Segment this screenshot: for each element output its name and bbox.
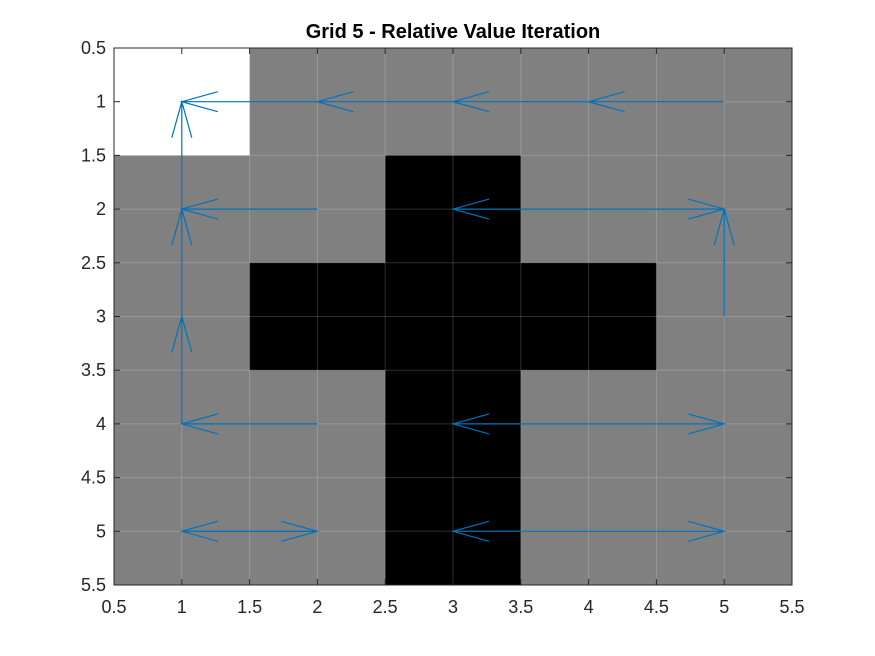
x-tick-label: 5.5 xyxy=(779,597,804,617)
y-tick-label: 3.5 xyxy=(81,360,106,380)
x-tick-label: 2 xyxy=(312,597,322,617)
policy-arrow xyxy=(179,520,318,542)
x-tick-label: 5 xyxy=(719,597,729,617)
x-tick-label: 4.5 xyxy=(644,597,669,617)
y-tick-label: 0.5 xyxy=(81,38,106,58)
x-tick-label: 1.5 xyxy=(237,597,262,617)
policy-arrow xyxy=(588,520,727,542)
policy-arrow xyxy=(450,91,589,113)
policy-arrow xyxy=(588,413,727,435)
policy-arrow xyxy=(450,198,589,220)
x-tick-label: 3 xyxy=(448,597,458,617)
policy-arrow xyxy=(171,314,193,424)
y-tick-label: 1 xyxy=(96,92,106,112)
x-tick-label: 0.5 xyxy=(101,597,126,617)
y-tick-label: 4.5 xyxy=(81,468,106,488)
policy-arrow xyxy=(713,206,735,317)
grid-cell xyxy=(249,262,386,371)
policy-arrow xyxy=(171,99,193,210)
policy-arrow xyxy=(315,91,453,113)
y-tick-label: 5.5 xyxy=(81,575,106,595)
x-tick-label: 4 xyxy=(584,597,594,617)
grid-cell xyxy=(520,262,657,371)
policy-arrow xyxy=(179,413,318,435)
y-tick-label: 2 xyxy=(96,199,106,219)
chart-title: Grid 5 - Relative Value Iteration xyxy=(306,21,601,43)
policy-arrow xyxy=(450,413,589,435)
x-tick-label: 3.5 xyxy=(508,597,533,617)
x-tick-label: 2.5 xyxy=(373,597,398,617)
policy-arrows xyxy=(171,91,735,542)
y-tick-label: 3 xyxy=(96,307,106,327)
x-tick-label: 1 xyxy=(177,597,187,617)
y-tick-label: 2.5 xyxy=(81,253,106,273)
y-tick-label: 5 xyxy=(96,521,106,541)
grid-cell xyxy=(385,262,522,371)
y-tick-label: 1.5 xyxy=(81,145,106,165)
policy-arrow xyxy=(450,520,589,542)
policy-arrow xyxy=(586,91,725,113)
y-tick-label: 4 xyxy=(96,414,106,434)
axis-ticks: 0.5 1 1.5 2 2.5 3 3.5 4 4.5 5 5.50.511.522.533.544… xyxy=(81,38,805,617)
policy-arrow xyxy=(171,206,193,317)
